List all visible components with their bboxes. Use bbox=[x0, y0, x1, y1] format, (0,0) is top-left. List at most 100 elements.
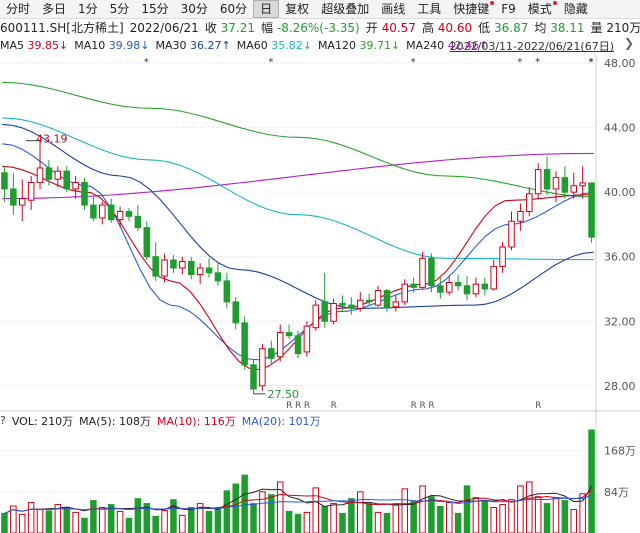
vol-tick-label: 84万 bbox=[604, 486, 629, 499]
toolbar-item[interactable]: 分时 bbox=[6, 2, 31, 16]
candle-body bbox=[365, 299, 373, 303]
candle-body bbox=[472, 283, 480, 295]
toolbar-item[interactable]: 多日 bbox=[42, 2, 67, 16]
volume-bar bbox=[187, 506, 195, 533]
volume-bar bbox=[18, 513, 26, 533]
candle-body bbox=[490, 265, 497, 290]
candle-body bbox=[508, 220, 515, 248]
toolbar-item[interactable]: 30分 bbox=[180, 2, 208, 16]
toolbar-item[interactable]: 工具 bbox=[417, 2, 442, 16]
candle-body bbox=[534, 169, 542, 195]
candle-body bbox=[437, 285, 444, 293]
vol-value: VOL: 210万 bbox=[11, 414, 74, 428]
candle-body bbox=[428, 257, 435, 287]
stock-code[interactable]: 600111.SH[北方稀土] bbox=[0, 21, 124, 35]
volume-bar bbox=[401, 488, 409, 533]
toolbar-item[interactable]: 超级叠加 bbox=[321, 2, 370, 16]
rights-marker: R bbox=[535, 401, 541, 411]
volume-bar bbox=[303, 511, 311, 533]
volume-bar bbox=[27, 502, 35, 533]
candle-body bbox=[419, 257, 426, 288]
rights-marker: R bbox=[420, 401, 426, 411]
event-star-marker: * bbox=[268, 57, 273, 68]
candle-body bbox=[463, 285, 471, 295]
candle-body bbox=[285, 332, 293, 337]
vol-tick-label: 168万 bbox=[604, 445, 636, 458]
volume-bar bbox=[214, 507, 222, 533]
rights-marker: R bbox=[428, 401, 434, 411]
date-range[interactable]: 2022/03/11-2022/06/21(67日) bbox=[449, 40, 614, 53]
volume-bar bbox=[481, 501, 489, 533]
event-star-marker: * bbox=[589, 57, 594, 68]
candle-body bbox=[543, 169, 551, 190]
candle-body bbox=[18, 198, 26, 206]
volume-bar bbox=[437, 506, 444, 533]
candle-body bbox=[125, 211, 133, 217]
event-star-marker: * bbox=[144, 57, 149, 68]
candle-body bbox=[339, 303, 346, 306]
candle-body bbox=[72, 181, 79, 190]
rights-marker: R bbox=[331, 401, 337, 411]
candle-body bbox=[348, 304, 355, 309]
candle-body bbox=[170, 259, 177, 269]
candle-body bbox=[294, 335, 302, 355]
candle-body bbox=[54, 170, 62, 180]
toolbar-item[interactable]: 1分 bbox=[78, 2, 98, 16]
candle-body bbox=[107, 204, 115, 221]
toolbar-item[interactable]: 模式 bbox=[522, 0, 558, 18]
volume-bar bbox=[365, 503, 373, 533]
volume-bar bbox=[116, 510, 124, 533]
candle-body bbox=[392, 301, 400, 308]
volume-bar bbox=[179, 514, 186, 533]
volume-bar bbox=[579, 493, 586, 533]
toolbar-item[interactable]: 隐藏 bbox=[563, 2, 588, 16]
toolbar-item[interactable]: 复权 bbox=[285, 2, 310, 16]
volume-bar bbox=[517, 485, 524, 533]
volume-bar bbox=[36, 508, 44, 533]
volume-bar bbox=[534, 496, 542, 533]
chevron-right-icon[interactable]: ❯ bbox=[623, 36, 634, 50]
volume-bar bbox=[1, 512, 8, 533]
volume-bar bbox=[392, 504, 400, 533]
quote-date: 2022/06/21 bbox=[129, 20, 199, 35]
candle-body bbox=[276, 332, 284, 358]
toolbar-item[interactable]: 日 bbox=[253, 0, 280, 18]
toolbar-item[interactable]: 60分 bbox=[219, 2, 248, 16]
y-tick-label: 48.00 bbox=[604, 57, 636, 70]
ma-legend-item: MA240 42.46↑ bbox=[406, 39, 489, 52]
event-star-marker: * bbox=[589, 57, 594, 68]
candle-body bbox=[268, 348, 275, 359]
close-price: 收 37.21 bbox=[204, 21, 256, 35]
ma-legend-item: MA5 39.85↓ bbox=[0, 39, 69, 52]
volume-bar bbox=[81, 517, 88, 533]
toolbar-item[interactable]: 快捷键 bbox=[447, 0, 495, 18]
help-icon[interactable]: ? bbox=[0, 414, 6, 427]
candle-body bbox=[90, 204, 97, 219]
toolbar-item[interactable]: 5分 bbox=[109, 2, 130, 16]
candle-body bbox=[81, 181, 88, 206]
toolbar-item[interactable]: F9 bbox=[501, 2, 516, 16]
volume-bar bbox=[143, 503, 151, 533]
candle-body bbox=[588, 182, 595, 238]
toolbar-item[interactable]: 15分 bbox=[141, 2, 169, 16]
candle-body bbox=[223, 280, 231, 303]
rights-marker: R bbox=[286, 401, 292, 411]
candle-body bbox=[205, 267, 213, 274]
vol-ma20: MA(20): 101万 bbox=[241, 414, 321, 428]
candle-body bbox=[99, 204, 106, 219]
volume-bar bbox=[428, 496, 435, 533]
open-price: 开 40.57 bbox=[365, 21, 416, 35]
candle-body bbox=[116, 211, 124, 221]
low-annotation: 27.50 bbox=[268, 388, 300, 401]
volume-bar bbox=[285, 510, 293, 533]
volume-bar bbox=[374, 511, 382, 533]
y-tick-label: 40.00 bbox=[604, 186, 636, 199]
volume-legend-bar: ? VOL: 210万 MA(5): 108万 MA(10): 116万 MA(… bbox=[0, 412, 600, 429]
quote-info-bar: 600111.SH[北方稀土] 2022/06/21 收 37.21 幅 -8.… bbox=[0, 18, 640, 37]
avg-price: 均 38.11 bbox=[534, 21, 585, 35]
volume-bar bbox=[72, 511, 79, 533]
toolbar-item[interactable]: 画线 bbox=[381, 2, 406, 16]
candle-body bbox=[570, 185, 578, 193]
volume-bar bbox=[339, 512, 346, 533]
